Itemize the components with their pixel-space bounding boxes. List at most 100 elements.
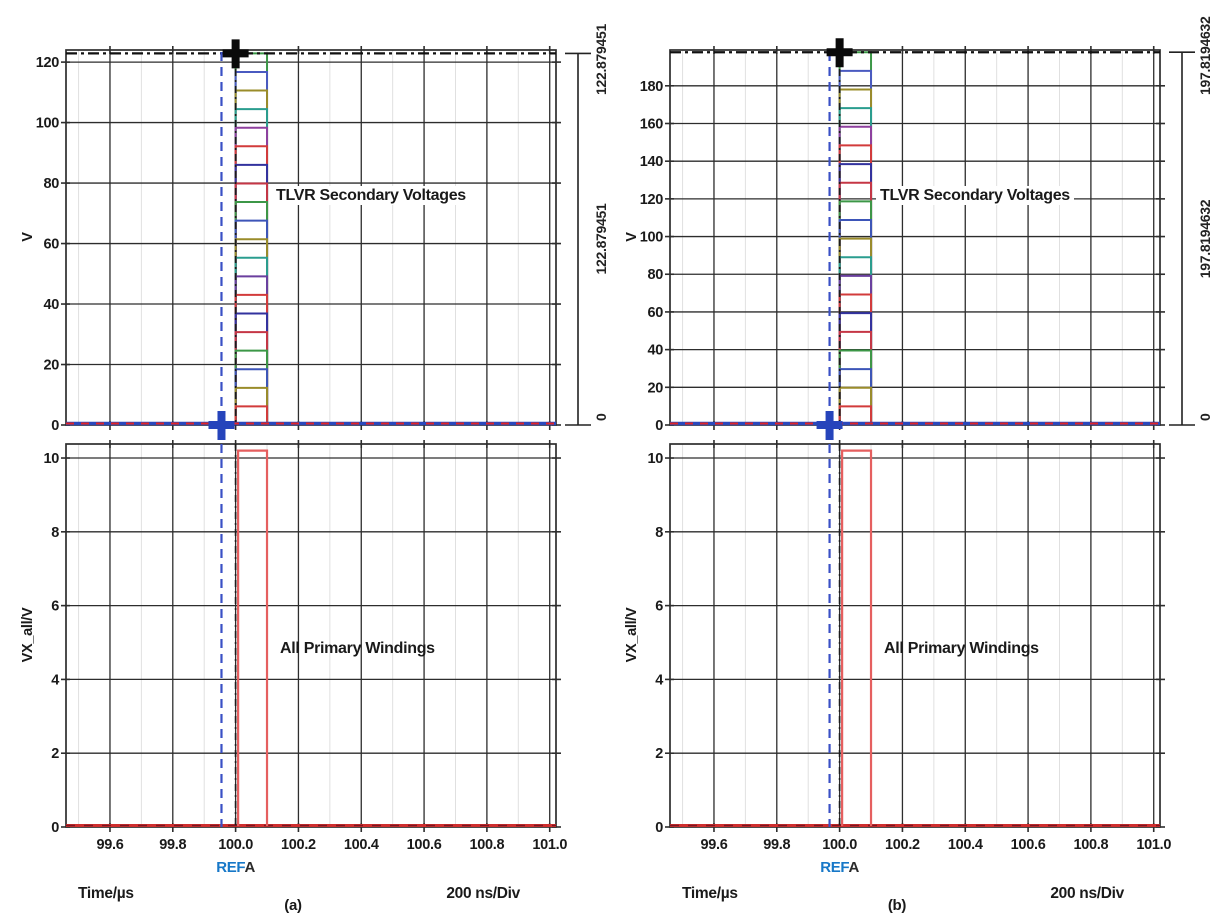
x-tick-label: 100.6 [407, 837, 442, 853]
measurement-value-delta: 122.879451 [593, 203, 609, 274]
annotation-backdrop [876, 186, 1074, 205]
waveform-column-b: TLVR Secondary Voltages197.8194632197.81… [624, 16, 1213, 914]
peak-cross-marker[interactable] [222, 39, 249, 69]
measurement-ruler: 197.8194632 197.8194632 0 [1169, 16, 1213, 426]
ref-cross-marker[interactable] [816, 411, 843, 440]
y-tick-label: 8 [51, 525, 59, 541]
time-per-div-label: 200 ns/Div [1050, 885, 1124, 902]
x-tick-label: 100.2 [281, 837, 316, 853]
primary-y-axis-label: VX_all/V [20, 607, 36, 662]
x-tick-label: 100.6 [1011, 837, 1046, 853]
ref-cross-marker[interactable] [208, 411, 235, 440]
x-tick-label: 100.0 [822, 837, 857, 853]
axes-labels: 0 20 40 60 80 100 120 140 160 180 0 2 4 6 8 10 V VX_all/V… [624, 79, 1172, 914]
secondary-pulse-trace [838, 330, 873, 425]
primary-windings-annotation: All Primary Windings [280, 640, 435, 657]
x-tick-label: 101.0 [532, 837, 567, 853]
y-tick-label: 100 [36, 116, 60, 132]
secondary-pulse-trace [234, 145, 269, 425]
y-tick-label: 120 [36, 55, 60, 71]
plot-border [65, 443, 557, 828]
secondary-pulse-trace [234, 256, 269, 425]
y-tick-label: 40 [647, 343, 663, 359]
x-tick-label: 100.2 [885, 837, 920, 853]
plot-border [669, 443, 1161, 828]
y-tick-label: 180 [640, 79, 664, 95]
subfigure-caption: (b) [888, 897, 907, 914]
y-tick-label: 2 [51, 746, 59, 762]
y-tick-label: 4 [655, 672, 663, 688]
secondary-pulse-trace [838, 144, 873, 425]
waveform-column-a: TLVR Secondary Voltages122.879451122.879… [20, 24, 609, 914]
ref-marker-label: REFA [216, 859, 255, 876]
y-tick-label: 2 [655, 746, 663, 762]
y-tick-label: 0 [51, 820, 59, 836]
y-tick-label: 20 [43, 358, 59, 374]
y-tick-label: 20 [647, 380, 663, 396]
secondary-pulse-trace [838, 107, 873, 425]
x-tick-label: 100.8 [1073, 837, 1108, 853]
x-tick-label: 99.6 [700, 837, 727, 853]
measurement-value-bottom: 0 [593, 413, 609, 421]
plot-border [65, 49, 557, 426]
annotation-backdrop [272, 186, 470, 205]
y-tick-label: 80 [647, 267, 663, 283]
x-tick-label: 101.0 [1136, 837, 1171, 853]
secondary-y-axis-label: V [624, 232, 640, 242]
subfigure-caption: (a) [284, 897, 302, 914]
secondary-pulse-trace [234, 70, 269, 425]
secondary-pulse-trace [838, 368, 873, 425]
y-tick-label: 120 [640, 192, 664, 208]
y-tick-label: 6 [655, 599, 663, 615]
time-axis-label: Time/µs [682, 885, 738, 902]
measurement-value-top: 197.8194632 [1197, 16, 1213, 95]
time-per-div-label: 200 ns/Div [446, 885, 520, 902]
y-tick-label: 40 [43, 297, 59, 313]
y-tick-label: 80 [43, 176, 59, 192]
primary-windings-plot: All Primary Windings [665, 440, 1165, 832]
measurement-value-top: 122.879451 [593, 24, 609, 95]
secondary-pulse-trace [234, 368, 269, 425]
x-tick-label: 99.8 [159, 837, 186, 853]
primary-windings-annotation: All Primary Windings [884, 640, 1039, 657]
secondary-pulse-trace [838, 218, 873, 425]
peak-cross-marker[interactable] [826, 38, 853, 68]
secondary-voltages-plot: TLVR Secondary Voltages [61, 39, 561, 440]
secondary-pulse-trace [234, 219, 269, 425]
primary-y-axis-label: VX_all/V [624, 607, 640, 662]
ref-marker-label: REFA [820, 859, 859, 876]
x-tick-label: 100.4 [948, 837, 983, 853]
y-tick-label: 0 [51, 418, 59, 434]
y-tick-label: 0 [655, 820, 663, 836]
y-tick-label: 60 [647, 305, 663, 321]
measurement-value-bottom: 0 [1197, 413, 1213, 421]
secondary-pulse-trace [234, 331, 269, 425]
time-axis-label: Time/µs [78, 885, 134, 902]
y-tick-label: 140 [640, 154, 664, 170]
y-tick-label: 8 [655, 525, 663, 541]
x-tick-label: 99.8 [763, 837, 790, 853]
secondary-pulse-trace [838, 256, 873, 425]
primary-pulse-trace [237, 449, 269, 826]
primary-windings-plot: All Primary Windings [61, 440, 561, 832]
secondary-pulse-trace [234, 108, 269, 425]
y-tick-label: 6 [51, 599, 59, 615]
y-tick-label: 10 [647, 451, 663, 467]
measurement-value-delta: 197.8194632 [1197, 199, 1213, 278]
secondary-y-axis-label: V [20, 232, 36, 242]
x-tick-label: 100.0 [218, 837, 253, 853]
y-tick-label: 160 [640, 116, 664, 132]
secondary-voltages-annotation: TLVR Secondary Voltages [276, 187, 466, 204]
y-tick-label: 100 [640, 230, 664, 246]
measurement-ruler: 122.879451 122.879451 0 [565, 24, 609, 426]
plot-border [669, 49, 1161, 426]
x-tick-label: 100.4 [344, 837, 379, 853]
y-tick-label: 0 [655, 418, 663, 434]
x-tick-label: 100.8 [469, 837, 504, 853]
axes-labels: 0 20 40 60 80 100 120 0 2 4 6 8 10 V VX_all/V 99.6 99.8 1… [20, 55, 568, 914]
y-tick-label: 4 [51, 672, 59, 688]
y-tick-label: 60 [43, 237, 59, 253]
x-tick-label: 99.6 [96, 837, 123, 853]
primary-pulse-trace [841, 449, 873, 826]
